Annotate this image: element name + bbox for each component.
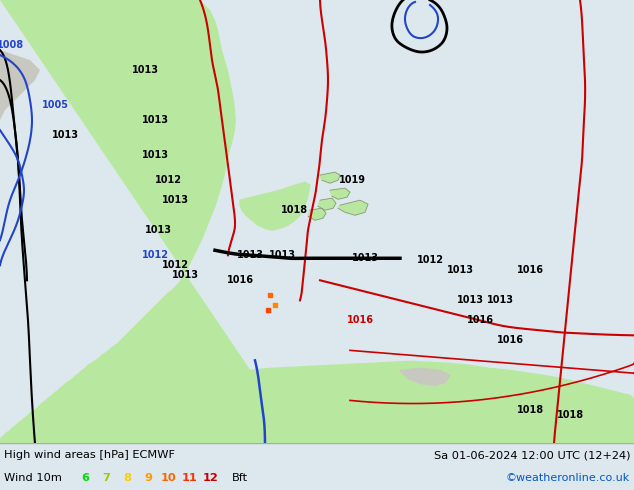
Text: 8: 8 [123, 473, 131, 483]
Text: 1018: 1018 [281, 205, 309, 215]
Text: 1018: 1018 [517, 405, 543, 416]
Text: High wind areas [hPa] ECMWF: High wind areas [hPa] ECMWF [4, 450, 175, 460]
Text: 1012: 1012 [141, 250, 169, 260]
Polygon shape [400, 368, 450, 386]
Text: 1008: 1008 [0, 40, 23, 50]
Text: ©weatheronline.co.uk: ©weatheronline.co.uk [506, 473, 630, 483]
Text: 1013: 1013 [145, 225, 172, 235]
Polygon shape [338, 200, 368, 215]
Text: 11: 11 [182, 473, 198, 483]
Text: 6: 6 [81, 473, 89, 483]
Text: 1013: 1013 [456, 295, 484, 305]
Text: 1013: 1013 [141, 150, 169, 160]
Text: Sa 01-06-2024 12:00 UTC (12+24): Sa 01-06-2024 12:00 UTC (12+24) [434, 450, 630, 460]
Text: 1018: 1018 [557, 411, 583, 420]
Text: 1016: 1016 [347, 316, 373, 325]
Text: Wind 10m: Wind 10m [4, 473, 62, 483]
Text: 1013: 1013 [486, 295, 514, 305]
Text: 1016: 1016 [517, 265, 543, 275]
Text: 1012: 1012 [162, 260, 188, 270]
Text: Bft: Bft [232, 473, 248, 483]
Text: 1005: 1005 [41, 100, 68, 110]
Text: 1019: 1019 [339, 175, 365, 185]
Text: 1013: 1013 [446, 265, 474, 275]
Polygon shape [308, 208, 326, 220]
Text: 1016: 1016 [226, 275, 254, 285]
Text: 1013: 1013 [236, 250, 264, 260]
Text: 1012: 1012 [417, 255, 444, 265]
Polygon shape [330, 188, 350, 199]
Polygon shape [320, 172, 340, 183]
Polygon shape [0, 50, 40, 120]
Text: 7: 7 [102, 473, 110, 483]
Polygon shape [318, 198, 336, 210]
Polygon shape [0, 0, 300, 443]
Text: 1013: 1013 [51, 130, 79, 140]
Text: 1013: 1013 [172, 270, 198, 280]
Text: 1013: 1013 [351, 253, 378, 263]
Text: 1013: 1013 [141, 115, 169, 125]
Text: 1016: 1016 [496, 335, 524, 345]
Text: 1013: 1013 [162, 195, 188, 205]
Polygon shape [240, 182, 310, 230]
Polygon shape [190, 361, 634, 443]
Text: 1012: 1012 [155, 175, 181, 185]
Text: 10: 10 [161, 473, 177, 483]
Text: 1013: 1013 [131, 65, 158, 75]
Text: 1016: 1016 [467, 316, 493, 325]
Text: 12: 12 [203, 473, 219, 483]
Text: 9: 9 [144, 473, 152, 483]
Text: 1013: 1013 [269, 250, 295, 260]
